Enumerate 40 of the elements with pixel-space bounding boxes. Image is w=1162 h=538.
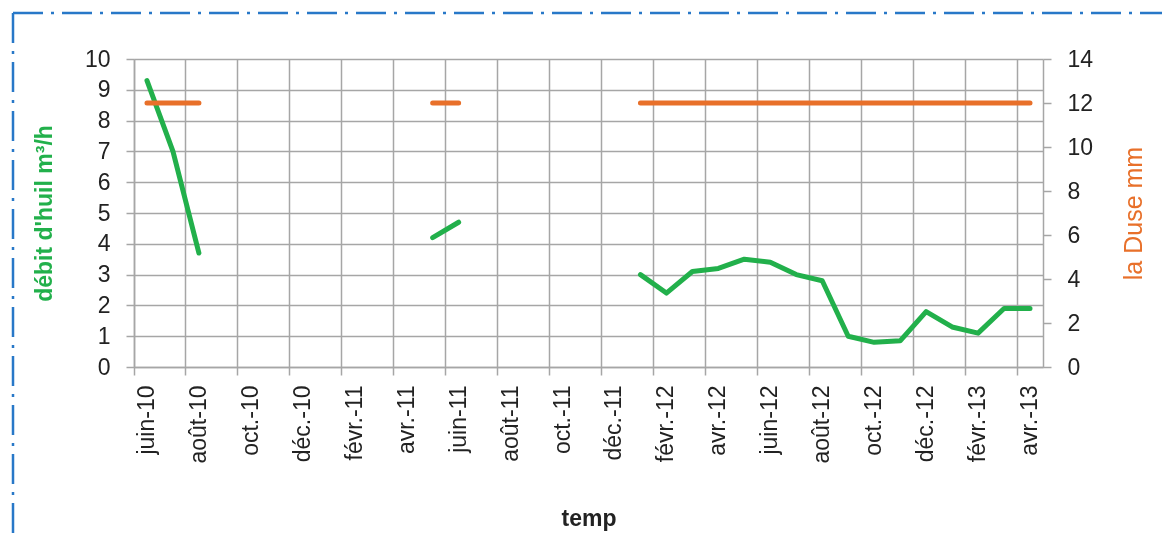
y2-tick-label: 4	[1067, 265, 1081, 292]
x-tick-label: oct.-10	[236, 385, 263, 456]
y2-tick-label: 0	[1067, 353, 1081, 380]
y2-tick-label: 14	[1067, 45, 1094, 72]
x-tick-label: août-11	[496, 385, 523, 462]
x-tick-label: avr.-13	[1016, 385, 1043, 456]
y-tick-label: 8	[97, 107, 111, 134]
y-tick-label: 10	[84, 45, 111, 72]
y2-tick-label: 10	[1067, 133, 1094, 160]
x-tick-label: déc.-12	[912, 385, 939, 463]
y-tick-label: 9	[97, 76, 111, 103]
x-tick-label: avr.-11	[392, 385, 419, 455]
x-tick-label: août-10	[184, 385, 211, 464]
y2-tick-label: 8	[1067, 177, 1081, 204]
y-tick-label: 3	[97, 261, 111, 288]
y-tick-label: 7	[97, 137, 111, 164]
x-tick-label: oct.-11	[548, 385, 575, 455]
y2-tick-label: 12	[1067, 89, 1094, 116]
x-tick-label: févr.-11	[340, 385, 367, 461]
x-tick-label: déc.-10	[288, 385, 315, 463]
x-axis-title: temp	[561, 504, 617, 531]
x-tick-label: févr.-12	[652, 385, 679, 463]
y-tick-label: 0	[97, 353, 111, 380]
y-tick-label: 6	[97, 168, 111, 195]
x-tick-label: juin-10	[132, 385, 159, 456]
x-tick-label: oct.-12	[860, 385, 887, 456]
y-tick-label: 5	[97, 199, 111, 226]
x-tick-label: févr.-13	[964, 385, 991, 463]
x-tick-label: août-12	[808, 385, 835, 464]
y2-tick-label: 2	[1067, 309, 1081, 336]
x-tick-label: juin-11	[444, 385, 471, 454]
y-axis-title: débit d'huil m³/h	[30, 125, 57, 302]
y-tick-label: 2	[97, 291, 111, 318]
x-tick-label: avr.-12	[704, 385, 731, 456]
y2-tick-label: 6	[1067, 221, 1081, 248]
y-tick-label: 4	[97, 230, 111, 257]
x-tick-label: juin-12	[756, 385, 783, 456]
y2-axis-title: la Duse mm	[1119, 146, 1148, 281]
y-tick-label: 1	[97, 322, 111, 349]
x-tick-label: déc.-11	[600, 385, 627, 461]
